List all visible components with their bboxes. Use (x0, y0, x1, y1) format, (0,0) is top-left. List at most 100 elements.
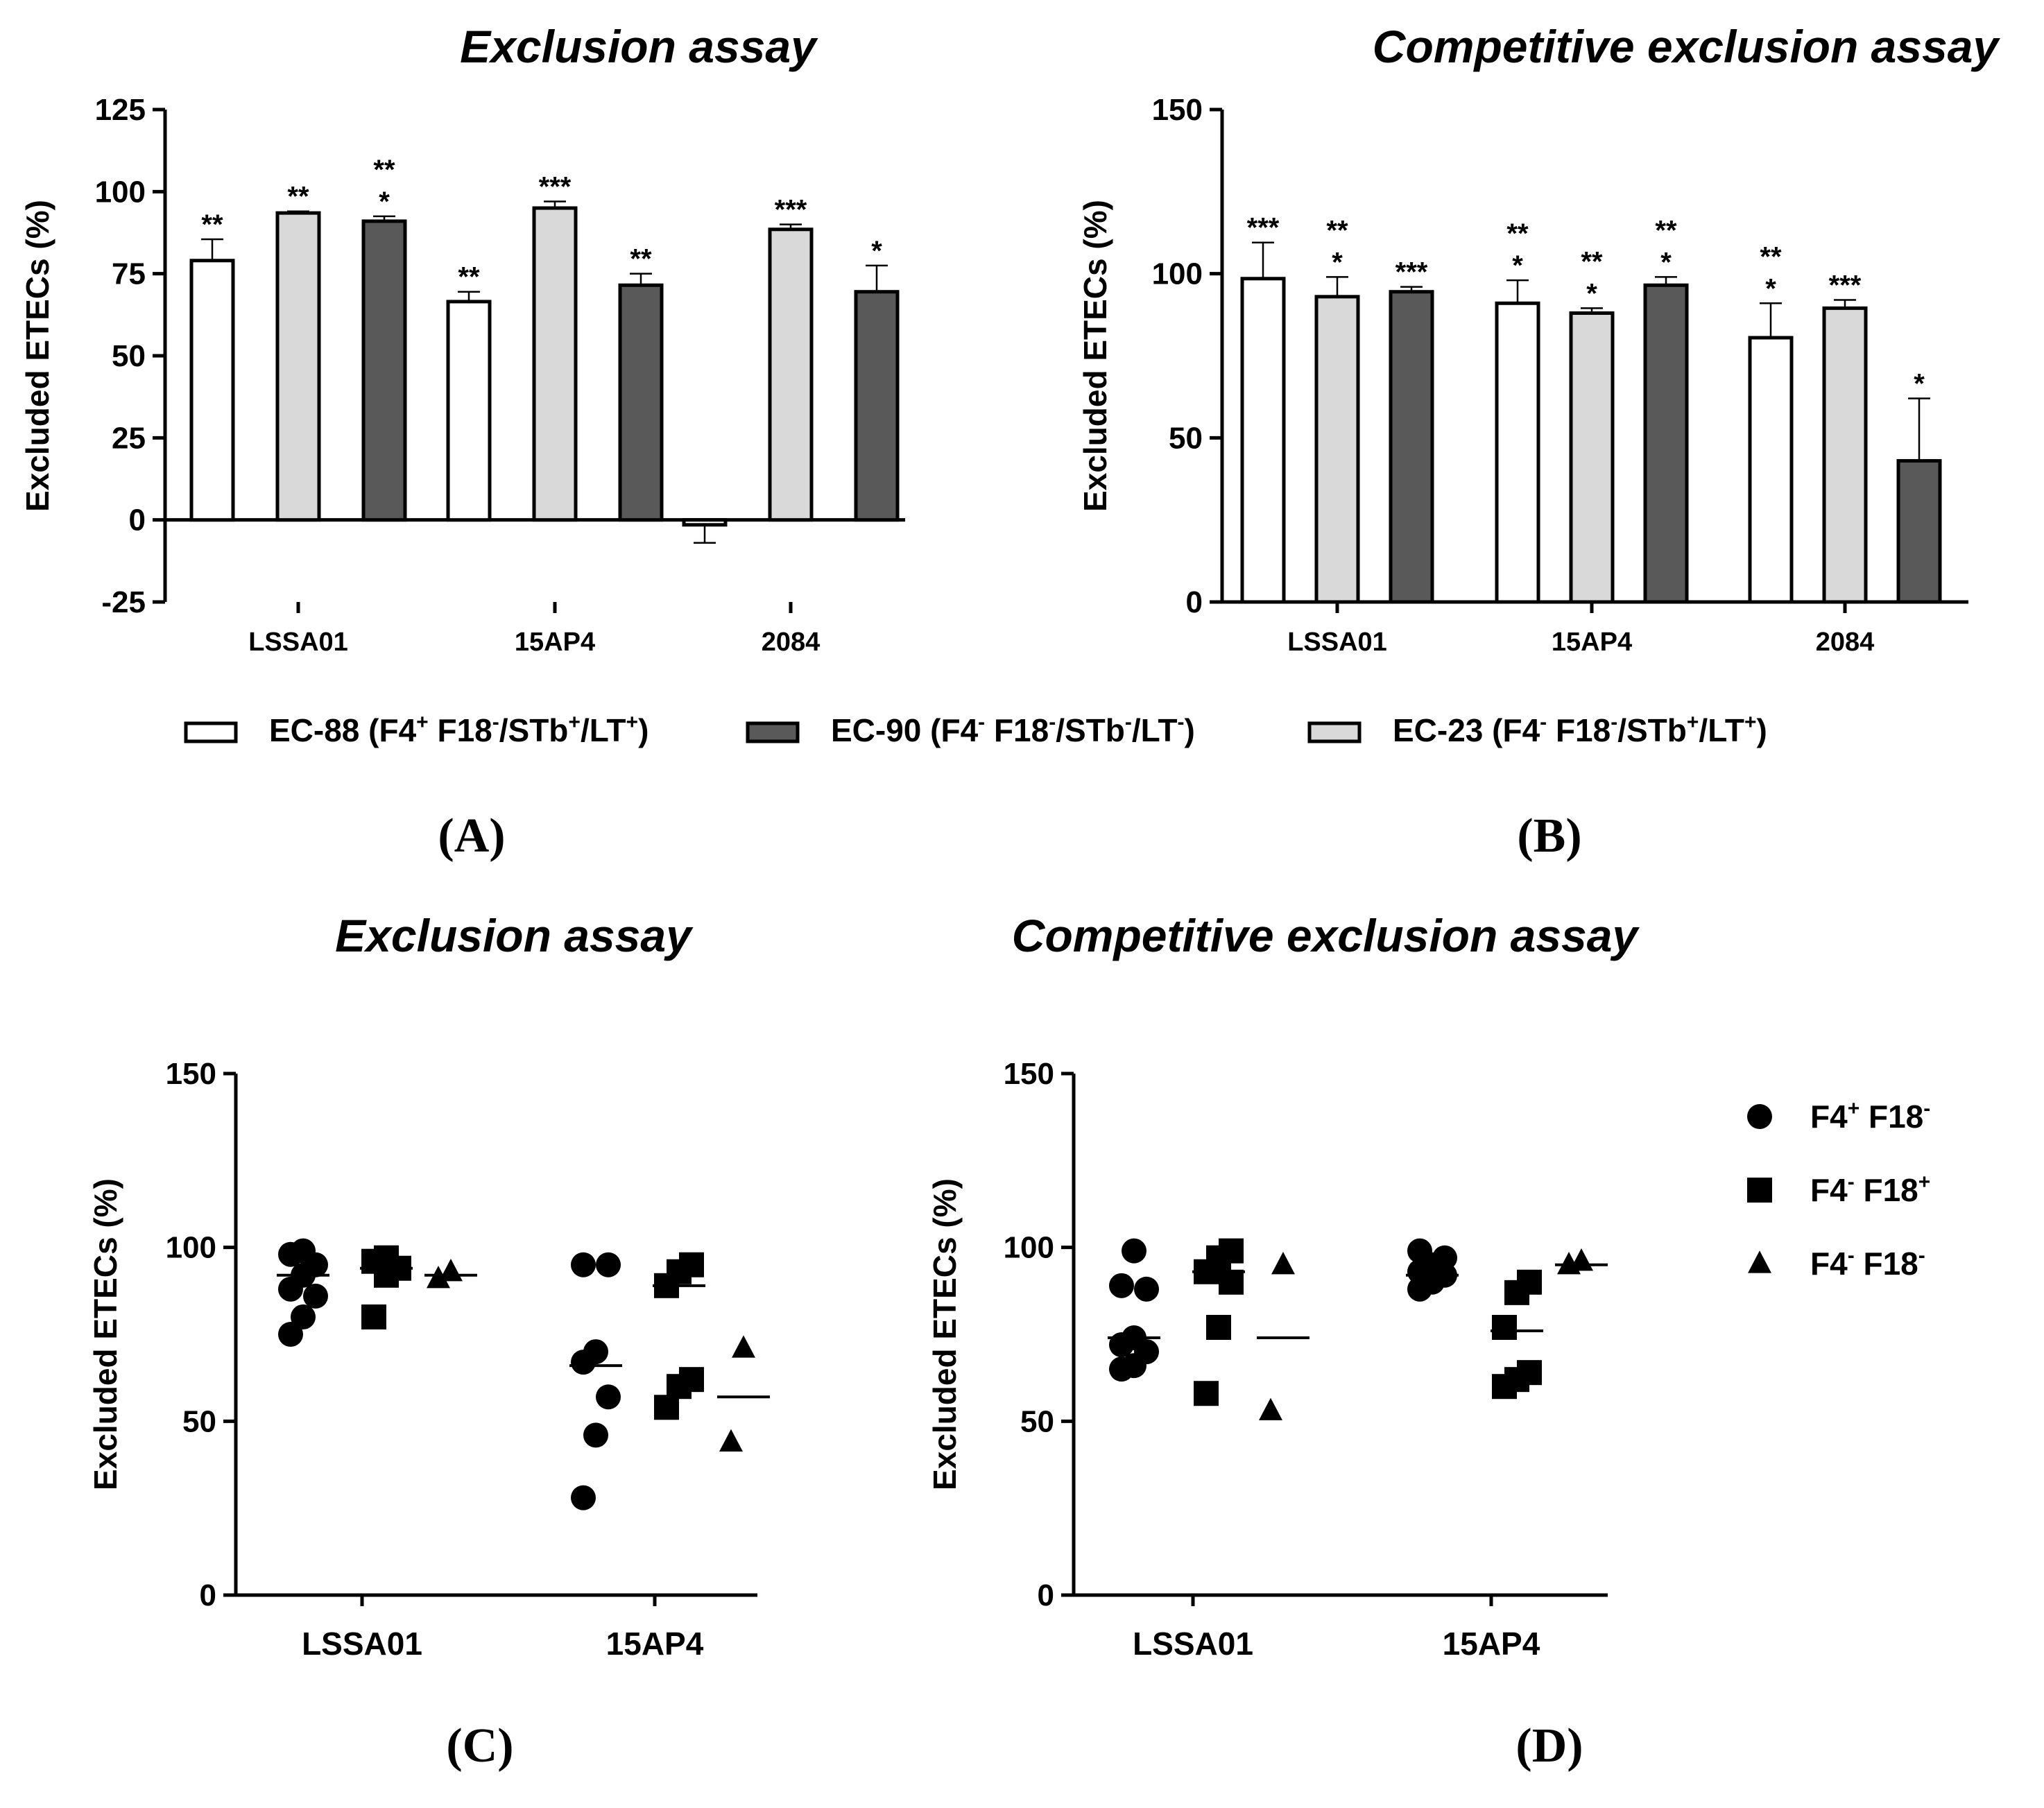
square-marker (1219, 1269, 1244, 1295)
significance-label: ** (1506, 218, 1529, 249)
significance-label: ** (1581, 246, 1603, 277)
y-tick-label: 50 (1020, 1404, 1054, 1438)
legend-superscript: - (1540, 711, 1547, 734)
significance-label: ** (287, 182, 309, 212)
legend-label: F4- F18- (1810, 1244, 1925, 1282)
bar (361, 219, 407, 522)
bar (854, 290, 900, 522)
legend-superscript: - (978, 711, 985, 734)
circle-marker (571, 1485, 596, 1510)
significance-label: ** (1760, 241, 1782, 272)
triangle-marker (439, 1259, 463, 1282)
square-marker (679, 1252, 704, 1277)
y-tick-label: 0 (129, 503, 146, 537)
chart-A: Exclusion assay Excluded ETECs (%) -25 0 25 5… (19, 21, 905, 657)
legend-text: /STb (1056, 712, 1125, 748)
legend-text: /LT (1699, 712, 1744, 748)
bar (1569, 311, 1615, 604)
y-tick-label: 150 (166, 1057, 216, 1091)
chart-D: Competitive exclusion assay Excluded ETEC… (927, 910, 1640, 1662)
circle-marker (278, 1322, 303, 1347)
bar-legend: EC-88 (F4+ F18-/STb+/LT+) EC-90 (F4- F18-… (184, 711, 1767, 748)
x-tick-label: LSSA01 (1133, 1626, 1253, 1662)
legend-superscript: + (568, 711, 581, 734)
circle-marker (583, 1422, 608, 1448)
circle-marker (1432, 1245, 1457, 1271)
bar (1389, 290, 1434, 604)
legend-swatch (184, 721, 238, 743)
significance-label: * (1586, 278, 1597, 309)
bar (532, 206, 578, 522)
legend-text: F4 (1810, 1099, 1848, 1135)
bar (1314, 295, 1360, 604)
legend-text: /LT (581, 712, 626, 748)
y-tick-label: 125 (95, 93, 146, 127)
x-tick-label: 15AP4 (1552, 628, 1632, 657)
circle-marker (1747, 1104, 1772, 1129)
x-tick-label: 15AP4 (606, 1626, 704, 1662)
square-marker (1194, 1381, 1219, 1406)
legend-label: EC-90 (F4- F18-/STb-/LT-) (831, 711, 1195, 748)
legend-superscript: + (1687, 711, 1699, 734)
chart-C: Exclusion assay Excluded ETECs (%) 0 50 100 1… (87, 910, 770, 1662)
triangle-marker (1748, 1250, 1771, 1273)
legend-text: EC-88 (F4 (269, 712, 417, 748)
y-tick-label: 75 (112, 257, 146, 291)
x-tick-label: 2084 (1816, 628, 1875, 657)
y-tick-label: 25 (112, 421, 146, 455)
panel-label: (C) (446, 1719, 513, 1773)
square-marker (654, 1395, 679, 1420)
significance-label: *** (539, 172, 572, 203)
legend-text: /STb (499, 712, 569, 748)
legend-superscript: + (416, 711, 429, 734)
legend-superscript: + (626, 711, 639, 734)
y-tick-label: 100 (166, 1231, 216, 1265)
y-tick-label: 0 (200, 1578, 216, 1612)
square-marker (374, 1245, 399, 1271)
x-tick-label: 15AP4 (1443, 1626, 1540, 1662)
y-axis-label: Excluded ETECs (%) (19, 200, 55, 512)
y-tick-label: 100 (95, 175, 146, 209)
circle-marker (303, 1283, 328, 1309)
bar (1495, 301, 1540, 604)
y-tick-label: 0 (1038, 1578, 1054, 1612)
bar (618, 283, 664, 522)
chart-B: Competitive exclusion assay Excluded ETEC… (1077, 21, 2000, 657)
square-marker (1206, 1314, 1231, 1340)
y-tick-label: 50 (112, 339, 146, 373)
triangle-marker (1271, 1252, 1295, 1275)
legend-text: F18 (1860, 1099, 1923, 1135)
triangle-marker (1570, 1248, 1593, 1271)
chart-title: Competitive exclusion assay (1012, 910, 1640, 961)
square-marker (1492, 1314, 1517, 1340)
circle-marker (1407, 1238, 1432, 1264)
bar (446, 300, 492, 522)
legend-superscript: - (1923, 1097, 1930, 1120)
bar (1748, 336, 1794, 604)
panel-label: (A) (438, 809, 505, 863)
legend-swatch (746, 721, 800, 743)
chart-title: Competitive exclusion assay (1373, 21, 2001, 72)
square-marker (1747, 1178, 1772, 1203)
significance-label: * (871, 236, 882, 266)
triangle-marker (427, 1266, 450, 1289)
y-tick-label: -25 (101, 585, 146, 619)
legend-label: F4+ F18- (1810, 1097, 1930, 1135)
significance-label: *** (1247, 213, 1280, 243)
significance-label: ** (630, 244, 652, 275)
y-tick-label: 0 (1186, 585, 1203, 619)
legend-text: EC-90 (F4 (831, 712, 979, 748)
circle-marker (291, 1238, 316, 1264)
legend-swatch (1307, 721, 1362, 743)
legend-text: F18 (985, 712, 1049, 748)
scatter-legend: F4+ F18-F4- F18+F4- F18- (1747, 1097, 1930, 1282)
circle-marker (596, 1252, 621, 1277)
circle-marker (596, 1384, 621, 1410)
significance-label: ** (373, 155, 395, 185)
circle-marker (1109, 1273, 1134, 1298)
circle-marker (571, 1252, 596, 1277)
legend-text: ) (1184, 712, 1194, 748)
bar (768, 227, 814, 522)
legend-text: ) (1757, 712, 1767, 748)
